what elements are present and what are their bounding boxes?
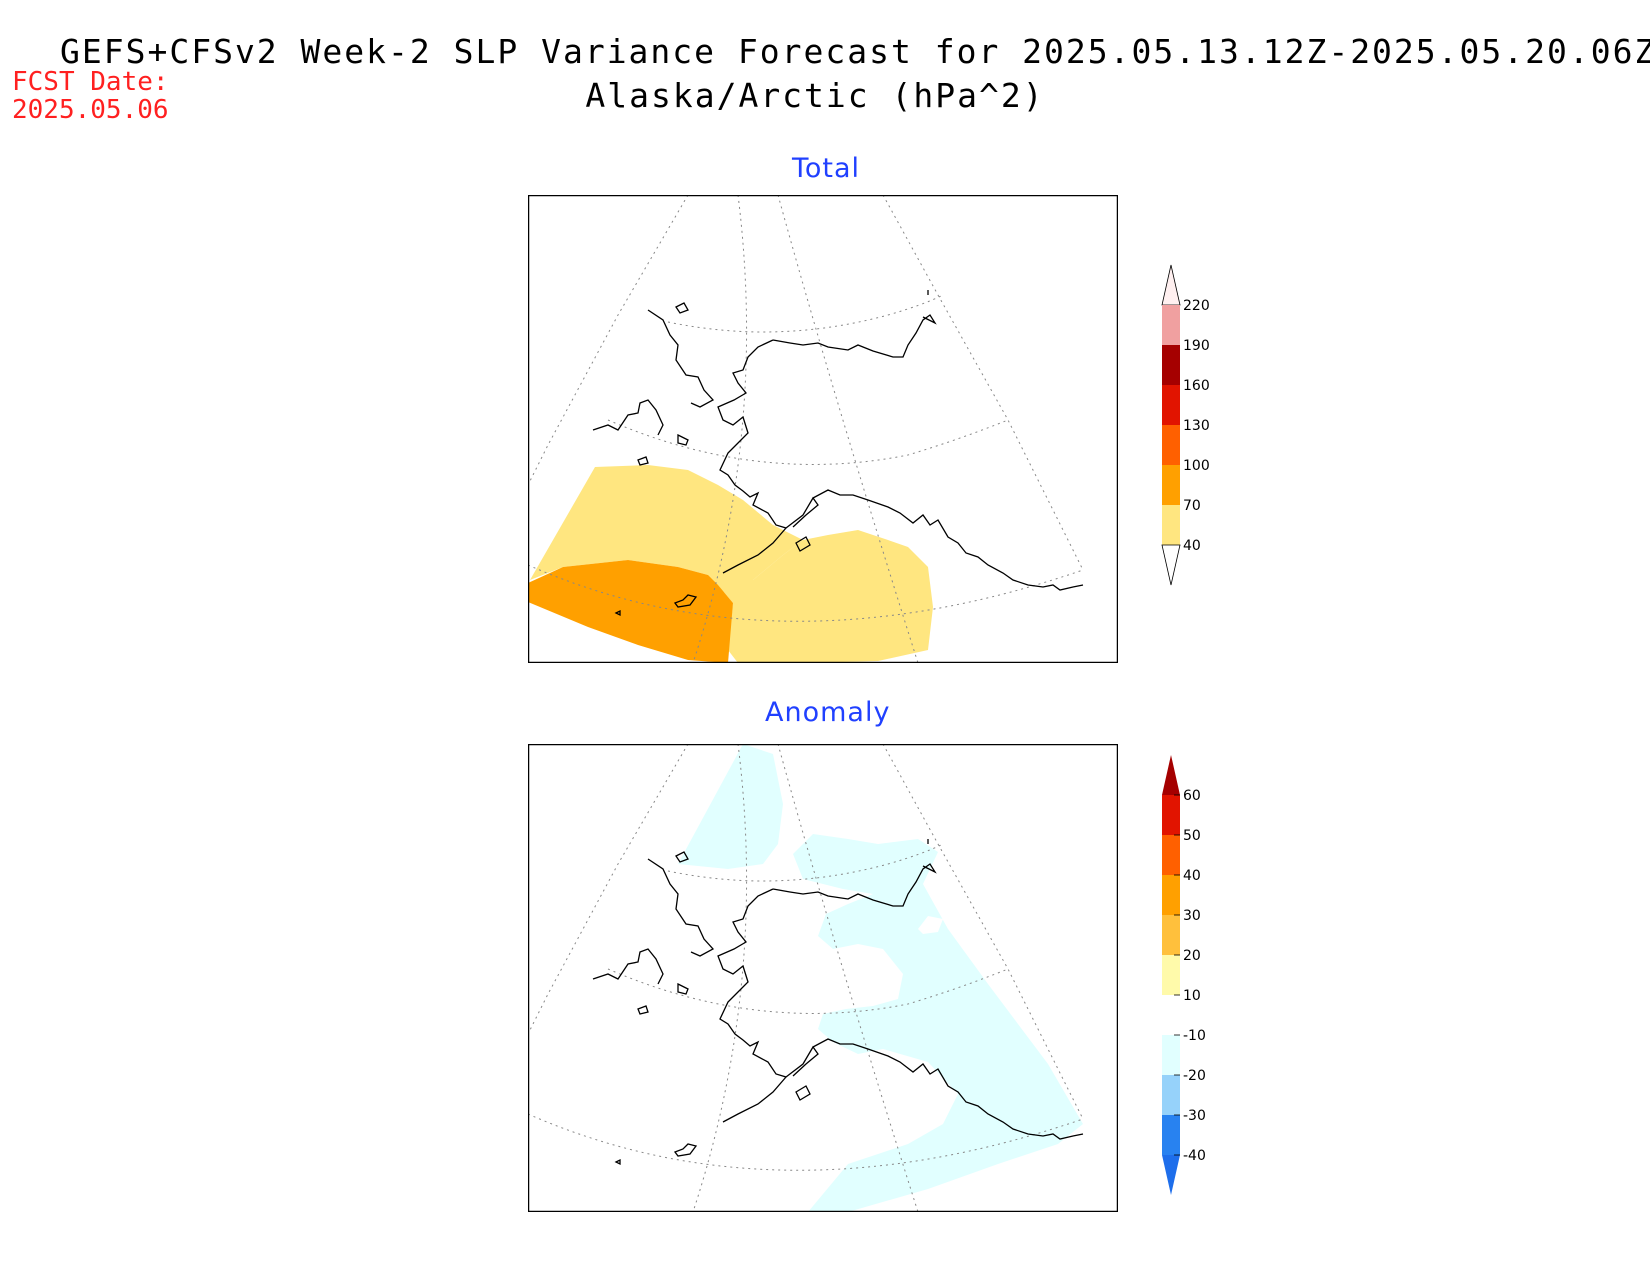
anomaly-colorbar-tick-label: 50 — [1183, 828, 1201, 844]
anomaly-colorbar-tick-label: -40 — [1183, 1148, 1206, 1164]
total-colorbar-tick-label: 190 — [1183, 338, 1210, 354]
chart-subtitle: Alaska/Arctic (hPa^2) — [585, 76, 1045, 115]
chart-title: GEFS+CFSv2 Week-2 SLP Variance Forecast … — [60, 32, 1650, 71]
anomaly-colorbar-box — [1162, 835, 1180, 875]
anomaly-colorbar-box — [1162, 1115, 1180, 1155]
anomaly-colorbar-box — [1162, 955, 1180, 995]
anomaly-colorbar-tick-label: -20 — [1183, 1068, 1206, 1084]
anomaly-graticule — [528, 744, 1084, 1212]
anomaly-colorbar-bottom-triangle — [1162, 1155, 1180, 1195]
anomaly-shading — [678, 744, 1083, 1212]
total-coastlines — [592, 290, 1084, 617]
anomaly-colorbar-tick-label: 40 — [1183, 868, 1201, 884]
total-colorbar-tick-label: 220 — [1183, 298, 1210, 314]
total-colorbar-tick-label: 130 — [1183, 418, 1210, 434]
total-colorbar-box — [1162, 505, 1180, 545]
total-region-70-100 — [528, 560, 733, 663]
anomaly-map — [528, 744, 1118, 1212]
anomaly-colorbar-tick-label: -30 — [1183, 1108, 1206, 1124]
anomaly-colorbar: 60 50 40 30 20 10 -10 -20 -30 -40 — [1162, 755, 1206, 1195]
anomaly-colorbar-tick-label: 20 — [1183, 948, 1201, 964]
total-colorbar-box — [1162, 305, 1180, 345]
anomaly-colorbar-box — [1162, 875, 1180, 915]
anomaly-coastlines — [592, 839, 1084, 1166]
anomaly-region-central — [793, 834, 1083, 1212]
total-colorbar-bottom-triangle — [1161, 544, 1181, 586]
total-colorbar-box — [1162, 385, 1180, 425]
total-region-40-70-east — [708, 530, 933, 663]
total-colorbar-tick-label: 100 — [1183, 458, 1210, 474]
anomaly-colorbar-box — [1162, 795, 1180, 835]
anomaly-colorbar-tick-label: 10 — [1183, 988, 1201, 1004]
total-region-40-70-west — [530, 465, 803, 595]
total-shading — [528, 465, 933, 663]
anomaly-colorbar-box — [1162, 1035, 1180, 1075]
total-graticule — [528, 195, 1084, 663]
total-colorbar-tick-label: 70 — [1183, 498, 1201, 514]
total-colorbar-box — [1162, 345, 1180, 385]
anomaly-panel-title: Anomaly — [765, 697, 891, 728]
total-panel-title: Total — [792, 153, 861, 184]
anomaly-colorbar-tick-label: 30 — [1183, 908, 1201, 924]
anomaly-region-north — [678, 744, 783, 869]
total-map — [528, 195, 1118, 663]
anomaly-colorbar-tick-label: -10 — [1183, 1028, 1206, 1044]
total-colorbar: 40 70 100 130 160 190 220 — [1161, 264, 1210, 586]
anomaly-colorbar-box — [1162, 995, 1180, 1035]
total-colorbar-box — [1162, 425, 1180, 465]
anomaly-colorbar-tick-label: 60 — [1183, 788, 1201, 804]
anomaly-colorbar-top-triangle — [1162, 755, 1180, 795]
total-colorbar-tick-label: 160 — [1183, 378, 1210, 394]
forecast-date: FCST Date: 2025.05.06 — [12, 68, 169, 124]
forecast-date-value: 2025.05.06 — [12, 95, 169, 125]
total-colorbar-tick-label: 40 — [1183, 538, 1201, 554]
forecast-date-label: FCST Date: — [12, 67, 169, 97]
anomaly-colorbar-box — [1162, 1075, 1180, 1115]
total-colorbar-box — [1162, 465, 1180, 505]
anomaly-hole — [918, 916, 943, 934]
anomaly-colorbar-box — [1162, 915, 1180, 955]
total-colorbar-top-triangle — [1161, 264, 1181, 306]
